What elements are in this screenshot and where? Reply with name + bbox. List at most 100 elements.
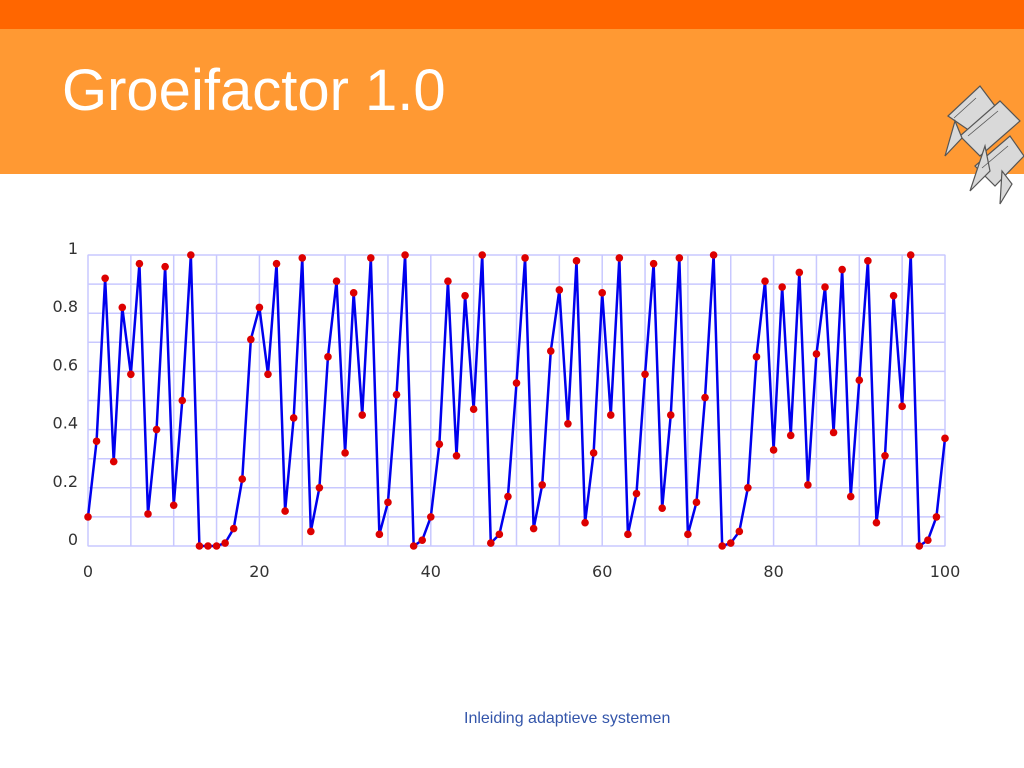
data-point [572, 257, 581, 265]
data-point [427, 513, 435, 521]
data-point [795, 268, 804, 277]
data-point [178, 396, 187, 405]
data-point [101, 274, 109, 283]
data-point [478, 251, 487, 259]
line-chart: 0 0.2 0.4 0.6 0.8 1 0 20 40 60 80 100 [53, 239, 961, 581]
data-point [786, 431, 795, 440]
data-point [761, 277, 769, 285]
data-point [709, 251, 718, 259]
flying-fish-logo-icon [944, 85, 1024, 205]
data-point [778, 283, 786, 291]
y-tick-label: 0.2 [53, 472, 78, 491]
data-point [144, 510, 152, 518]
data-point [452, 451, 461, 460]
data-point [829, 428, 838, 437]
data-point [247, 335, 255, 344]
y-tick-label: 0.8 [53, 297, 78, 316]
data-point [932, 513, 941, 521]
data-point [864, 257, 872, 265]
data-point [418, 536, 427, 544]
data-point [341, 449, 349, 457]
data-point [324, 353, 332, 361]
data-point [212, 542, 221, 550]
data-markers [84, 251, 949, 550]
data-point [392, 390, 401, 399]
data-point [349, 289, 358, 297]
data-point [941, 434, 949, 443]
data-point [872, 518, 881, 527]
data-point [881, 451, 889, 460]
data-point [384, 498, 392, 507]
data-point [469, 405, 478, 414]
data-point [555, 286, 564, 294]
data-point [769, 446, 778, 454]
data-point [238, 475, 247, 483]
x-tick-label: 80 [763, 562, 783, 581]
gridlines [87, 254, 946, 547]
footer-text: Inleiding adaptieve systemen [464, 710, 671, 727]
data-point [315, 484, 324, 492]
data-point [195, 542, 204, 550]
data-point [358, 411, 367, 419]
data-point [915, 542, 924, 550]
data-point [684, 530, 692, 539]
data-point [298, 254, 307, 262]
data-point [838, 265, 846, 274]
data-point [161, 262, 169, 271]
data-point [169, 501, 178, 510]
data-point [924, 536, 932, 544]
x-tick-label: 60 [592, 562, 612, 581]
data-point [409, 542, 418, 550]
data-point [624, 530, 632, 539]
data-point [486, 539, 495, 547]
data-point [846, 492, 855, 501]
data-point [118, 303, 127, 312]
data-point [606, 411, 615, 419]
data-point [735, 527, 744, 536]
data-point [641, 370, 649, 379]
data-point [658, 504, 666, 512]
x-tick-label: 0 [83, 562, 93, 581]
data-point [906, 251, 915, 259]
y-tick-label: 0 [68, 530, 78, 549]
x-tick-label: 100 [930, 562, 961, 581]
data-point [538, 481, 547, 489]
data-point [581, 518, 589, 527]
x-tick-labels: 0 20 40 60 80 100 [83, 562, 960, 581]
x-tick-label: 20 [249, 562, 269, 581]
data-point [127, 370, 135, 379]
data-point [649, 259, 658, 268]
data-point [521, 254, 529, 262]
data-point [367, 254, 375, 262]
y-tick-label: 0.6 [53, 355, 78, 374]
data-point [598, 289, 606, 297]
data-point [564, 419, 572, 428]
data-point [92, 437, 101, 446]
data-point [435, 440, 444, 448]
y-tick-labels: 0 0.2 0.4 0.6 0.8 1 [53, 239, 78, 549]
data-point [701, 393, 709, 402]
data-point [589, 449, 598, 457]
data-point [615, 254, 624, 262]
data-point [821, 283, 829, 291]
data-point [529, 524, 538, 533]
data-point [692, 498, 701, 507]
data-point [632, 489, 641, 498]
data-point [255, 303, 264, 312]
data-point [512, 379, 521, 387]
data-point [401, 251, 409, 259]
data-point [135, 259, 144, 268]
data-point [332, 277, 341, 285]
data-point [229, 524, 238, 533]
data-point [504, 492, 512, 501]
data-point [204, 542, 212, 550]
header-band [0, 29, 1024, 174]
data-point [461, 291, 469, 300]
data-point [744, 484, 752, 492]
x-tick-label: 40 [421, 562, 441, 581]
data-point [221, 539, 229, 547]
y-tick-label: 0.4 [53, 414, 78, 433]
data-point [281, 507, 289, 515]
slide-title: Groeifactor 1.0 [62, 58, 446, 123]
data-point [444, 277, 452, 285]
